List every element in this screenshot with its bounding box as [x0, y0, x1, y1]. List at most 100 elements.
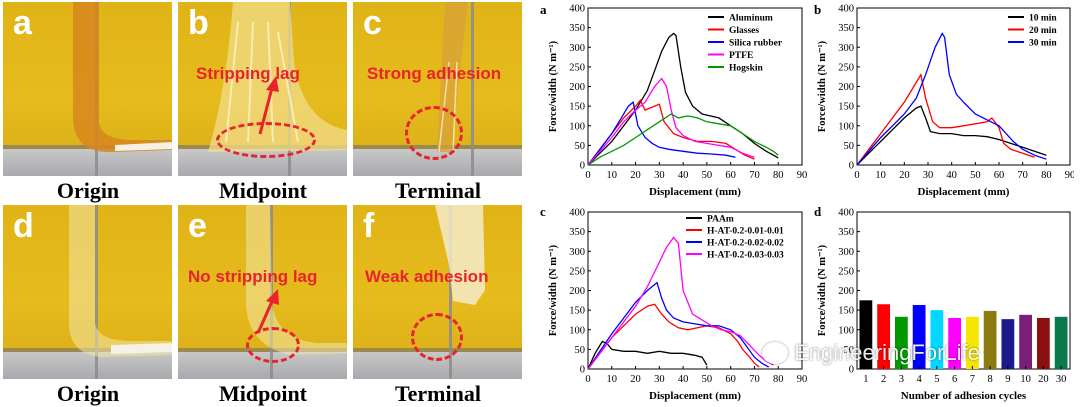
y-tick-label: 250: [838, 266, 854, 277]
x-tick-label: 60: [994, 170, 1005, 181]
legend-label: 10 min: [1029, 14, 1057, 24]
series-line: [587, 303, 760, 370]
bar: [877, 304, 891, 369]
y-tick-label: 50: [844, 345, 855, 356]
series-line: [856, 105, 1047, 166]
series-line: [587, 101, 736, 166]
callout-text: No stripping lag: [188, 267, 318, 286]
chart-panel-letter-d: d: [814, 204, 822, 219]
y-tick-label: 0: [849, 161, 854, 172]
bar: [983, 310, 997, 369]
x-tick-label: 90: [1065, 170, 1074, 181]
x-tick-label: 80: [773, 374, 784, 385]
x-tick-label: 30: [1056, 374, 1067, 385]
x-tick-label: 0: [585, 170, 590, 181]
y-tick-label: 150: [838, 306, 854, 317]
y-tick-label: 50: [575, 141, 586, 152]
y-tick-label: 350: [569, 227, 585, 238]
y-tick-label: 200: [838, 286, 854, 297]
x-tick-label: 7: [970, 374, 975, 385]
y-tick-label: 50: [844, 141, 855, 152]
x-axis-label: Number of adhesion cycles: [901, 390, 1027, 402]
highlight-ellipse: [246, 327, 300, 363]
x-tick-label: 70: [1017, 170, 1027, 181]
x-tick-label: 20: [899, 170, 910, 181]
hydrogel-strip-illustration: [208, 2, 347, 152]
series-line: [587, 32, 779, 166]
x-tick-label: 2: [881, 374, 886, 385]
photo-panel-a: a: [3, 2, 172, 176]
y-tick-label: 300: [838, 43, 854, 54]
photo-panel-c: Strong adhesion c: [353, 2, 522, 176]
bar: [1019, 314, 1033, 369]
y-tick-label: 250: [569, 266, 585, 277]
legend-label: H-AT-0.2-0.03-0.03: [707, 251, 784, 261]
photo-panel-e: No stripping lag e: [178, 205, 347, 379]
chart-d-svg: 0 50 100 150 200 250 300 350 400 Force/width (N m…: [817, 208, 1071, 402]
x-tick-label: 10: [607, 170, 618, 181]
y-tick-label: 400: [838, 208, 854, 219]
bar: [1036, 317, 1050, 369]
hydrogel-strip-illustration: [435, 205, 485, 305]
series-line: [587, 98, 755, 166]
x-tick-label: 1: [863, 374, 868, 385]
y-tick-label: 0: [580, 365, 585, 376]
y-tick-label: 100: [838, 325, 854, 336]
x-tick-label: 40: [678, 374, 689, 385]
x-tick-label: 30: [654, 170, 665, 181]
y-tick-label: 100: [569, 325, 585, 336]
y-tick-label: 250: [838, 62, 854, 73]
clamp-rod: [449, 205, 452, 379]
x-tick-label: 20: [1038, 374, 1049, 385]
photo-caption-c: Terminal: [395, 178, 481, 203]
photo-panel-b: Stripping lag b: [178, 2, 347, 176]
y-tick-label: 150: [569, 306, 585, 317]
bar: [965, 316, 979, 369]
x-tick-label: 50: [702, 170, 713, 181]
legend-label: 30 min: [1029, 39, 1057, 49]
y-tick-label: 200: [838, 82, 854, 93]
callout-text: Weak adhesion: [365, 267, 489, 286]
x-tick-label: 80: [773, 170, 784, 181]
x-tick-label: 30: [923, 170, 934, 181]
x-tick-label: 0: [854, 170, 859, 181]
x-tick-label: 10: [607, 374, 618, 385]
x-tick-label: 0: [585, 374, 590, 385]
y-tick-label: 0: [849, 365, 854, 376]
photo-caption-a: Origin: [56, 178, 120, 203]
x-tick-label: 50: [970, 170, 981, 181]
x-tick-label: 20: [630, 170, 641, 181]
x-tick-label: 90: [797, 170, 808, 181]
y-tick-label: 100: [569, 121, 585, 132]
x-tick-label: 60: [725, 374, 736, 385]
y-tick-label: 150: [838, 102, 854, 113]
y-tick-label: 350: [838, 227, 854, 238]
legend-label: Silica rubber: [729, 39, 783, 49]
legend-label: PTFE: [729, 51, 753, 61]
clamp-rod: [471, 2, 474, 176]
legend-label: PAAm: [707, 215, 734, 225]
series-line: [587, 113, 779, 166]
panel-letter: e: [188, 207, 207, 245]
y-tick-label: 400: [569, 208, 585, 219]
highlight-ellipse: [216, 122, 316, 158]
x-tick-label: 3: [899, 374, 904, 385]
clamp-rod: [95, 205, 98, 379]
y-tick-label: 200: [569, 286, 585, 297]
panel-letter: f: [363, 207, 375, 245]
series-line: [587, 281, 770, 370]
photo-panel-f: Weak adhesion f: [353, 205, 522, 379]
panel-letter: b: [188, 4, 209, 42]
watermark-text: EngineeringForLife: [794, 340, 980, 365]
chart-panel-letter-a: a: [540, 2, 547, 17]
series-line: [856, 72, 1035, 166]
x-tick-label: 70: [749, 374, 760, 385]
x-tick-label: 8: [988, 374, 993, 385]
x-tick-label: 6: [952, 374, 957, 385]
x-tick-label: 9: [1005, 374, 1010, 385]
x-tick-label: 20: [630, 374, 641, 385]
y-axis-label: Force/width (N m⁻¹): [548, 244, 559, 336]
x-tick-label: 40: [946, 170, 957, 181]
y-tick-label: 100: [838, 121, 854, 132]
